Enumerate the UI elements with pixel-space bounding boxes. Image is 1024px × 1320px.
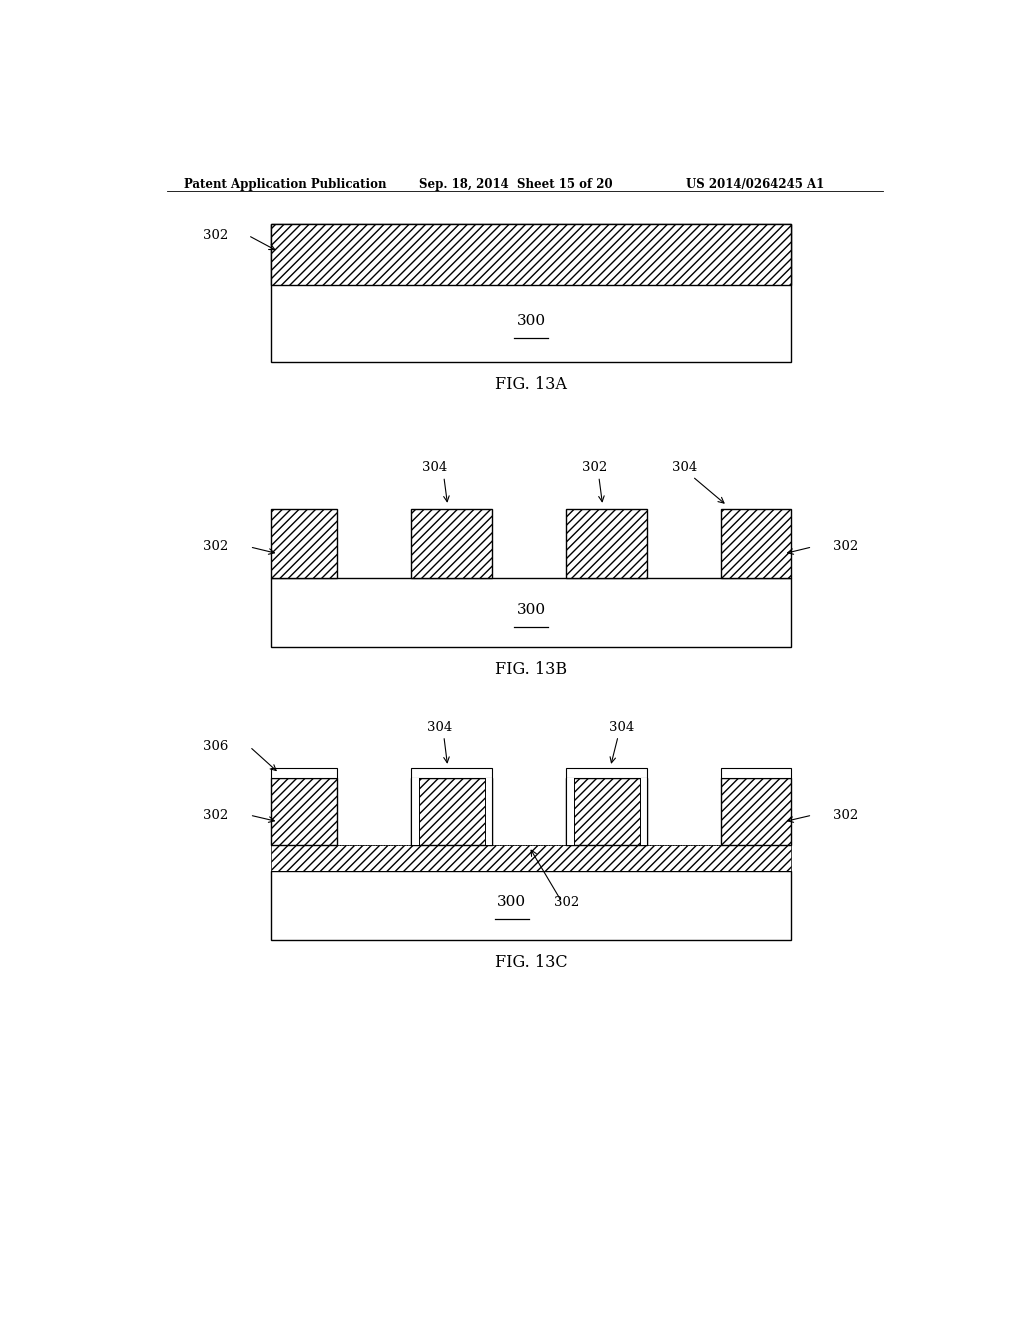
Bar bbox=[271, 779, 337, 845]
Bar bbox=[484, 779, 493, 845]
Bar bbox=[566, 779, 647, 845]
Bar bbox=[721, 768, 791, 779]
Bar bbox=[271, 224, 791, 363]
Text: US 2014/0264245 A1: US 2014/0264245 A1 bbox=[686, 178, 824, 190]
Bar bbox=[566, 779, 573, 845]
Text: 302: 302 bbox=[834, 809, 858, 821]
Bar bbox=[271, 224, 791, 285]
Bar bbox=[640, 779, 647, 845]
Text: 302: 302 bbox=[583, 461, 607, 474]
Text: 304: 304 bbox=[422, 461, 447, 474]
Bar bbox=[721, 508, 791, 578]
Text: 302: 302 bbox=[554, 896, 580, 908]
Bar bbox=[411, 768, 493, 779]
Text: FIG. 13B: FIG. 13B bbox=[495, 661, 567, 678]
Text: FIG. 13C: FIG. 13C bbox=[495, 954, 567, 970]
Bar bbox=[411, 779, 493, 845]
Bar bbox=[271, 871, 791, 940]
Bar bbox=[411, 779, 419, 845]
Bar bbox=[271, 508, 337, 578]
Text: 304: 304 bbox=[427, 721, 453, 734]
Bar bbox=[271, 768, 337, 779]
Bar bbox=[721, 779, 791, 845]
Text: Sep. 18, 2014  Sheet 15 of 20: Sep. 18, 2014 Sheet 15 of 20 bbox=[419, 178, 612, 190]
Text: 304: 304 bbox=[672, 461, 697, 474]
Bar bbox=[566, 508, 647, 578]
Text: FIG. 13A: FIG. 13A bbox=[495, 376, 567, 393]
Text: 302: 302 bbox=[204, 809, 228, 821]
Bar bbox=[411, 508, 493, 578]
Text: 306: 306 bbox=[204, 741, 228, 754]
Bar bbox=[271, 578, 791, 647]
Bar bbox=[271, 845, 791, 871]
Text: 302: 302 bbox=[204, 540, 228, 553]
Text: Patent Application Publication: Patent Application Publication bbox=[183, 178, 386, 190]
Text: 300: 300 bbox=[516, 314, 546, 327]
Text: 300: 300 bbox=[497, 895, 526, 909]
Text: 302: 302 bbox=[204, 228, 228, 242]
Text: 302: 302 bbox=[834, 540, 858, 553]
Text: 304: 304 bbox=[609, 721, 635, 734]
Text: 300: 300 bbox=[516, 603, 546, 616]
Bar bbox=[566, 768, 647, 779]
